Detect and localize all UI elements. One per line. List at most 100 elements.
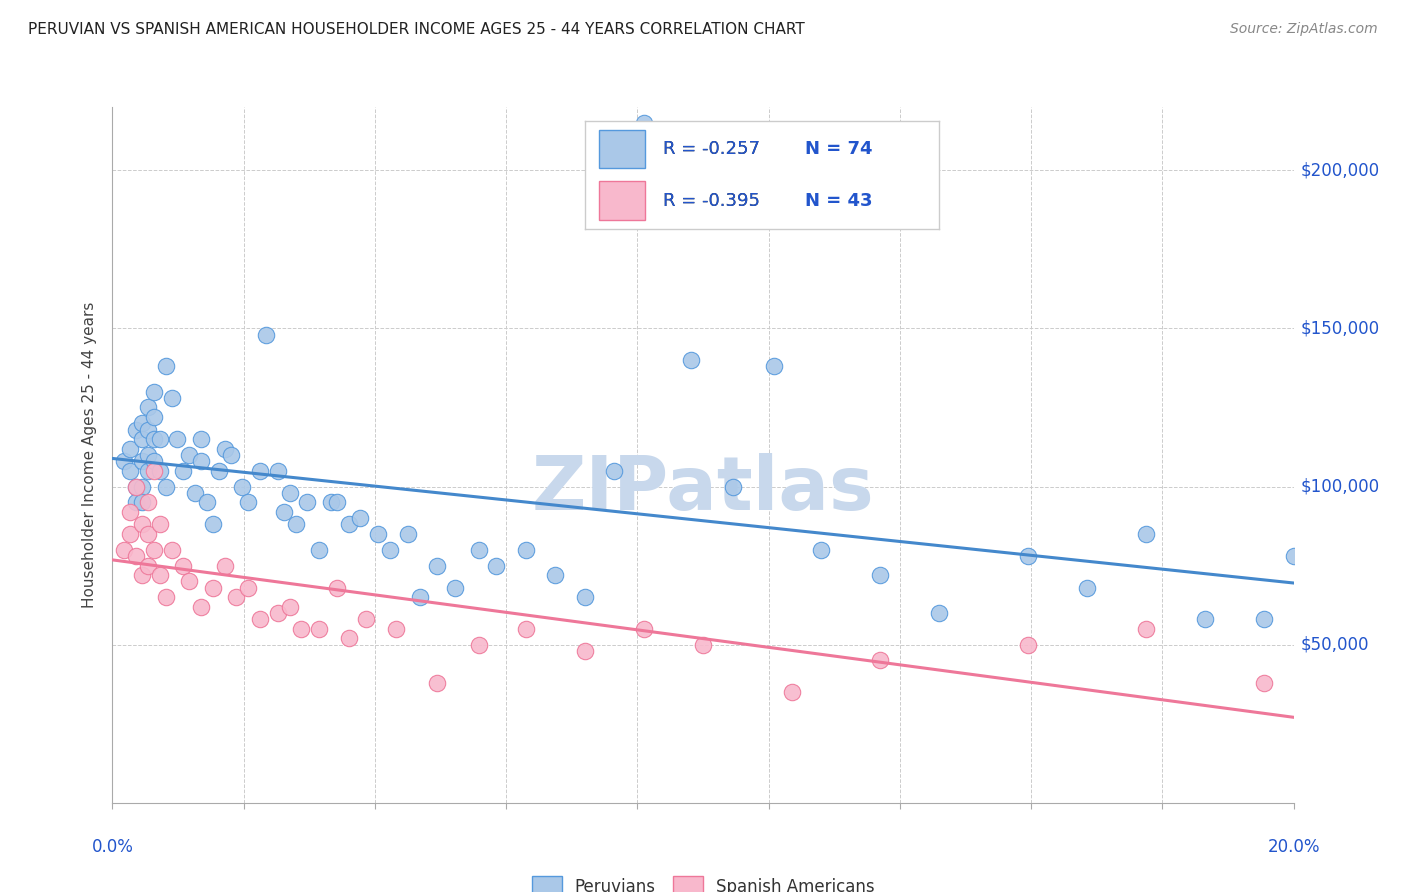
Point — [297, 495, 319, 509]
Point — [155, 591, 177, 605]
Legend: Peruvians, Spanish Americans: Peruvians, Spanish Americans — [524, 870, 882, 892]
Point — [633, 622, 655, 636]
Point — [467, 542, 489, 557]
Text: $100,000: $100,000 — [1301, 477, 1379, 496]
Point — [172, 558, 194, 573]
Point — [149, 432, 172, 446]
Point — [125, 549, 148, 563]
Point — [142, 409, 165, 424]
Point — [160, 542, 183, 557]
Point — [467, 638, 489, 652]
Point — [149, 464, 172, 478]
Point — [396, 527, 419, 541]
Text: $200,000: $200,000 — [1301, 161, 1379, 179]
Point — [142, 384, 165, 399]
Point — [195, 495, 218, 509]
Point — [149, 517, 172, 532]
Point — [225, 591, 247, 605]
Point — [238, 581, 260, 595]
Text: PERUVIAN VS SPANISH AMERICAN HOUSEHOLDER INCOME AGES 25 - 44 YEARS CORRELATION C: PERUVIAN VS SPANISH AMERICAN HOUSEHOLDER… — [28, 22, 804, 37]
Point — [120, 464, 142, 478]
Point — [136, 464, 159, 478]
Point — [869, 653, 891, 667]
Point — [120, 505, 142, 519]
Point — [721, 479, 744, 493]
Point — [1135, 527, 1157, 541]
Point — [273, 505, 295, 519]
Point — [1076, 581, 1098, 595]
Point — [515, 622, 537, 636]
Point — [131, 568, 153, 582]
Point — [142, 542, 165, 557]
Point — [544, 568, 567, 582]
Point — [208, 464, 231, 478]
Point — [166, 432, 188, 446]
Point — [179, 448, 201, 462]
Point — [426, 675, 449, 690]
Text: $50,000: $50,000 — [1301, 636, 1369, 654]
Point — [120, 527, 142, 541]
Point — [267, 464, 290, 478]
Point — [125, 495, 148, 509]
Point — [337, 517, 360, 532]
Point — [810, 542, 832, 557]
Point — [112, 454, 135, 468]
Point — [356, 612, 378, 626]
Point — [155, 359, 177, 374]
Text: ZIPatlas: ZIPatlas — [531, 453, 875, 526]
Point — [928, 606, 950, 620]
Point — [603, 464, 626, 478]
Text: 0.0%: 0.0% — [91, 838, 134, 856]
Point — [125, 479, 148, 493]
Point — [131, 454, 153, 468]
Point — [131, 495, 153, 509]
Y-axis label: Householder Income Ages 25 - 44 years: Householder Income Ages 25 - 44 years — [82, 301, 97, 608]
Point — [278, 486, 301, 500]
Point — [367, 527, 389, 541]
Point — [254, 327, 277, 342]
Text: Source: ZipAtlas.com: Source: ZipAtlas.com — [1230, 22, 1378, 37]
Point — [142, 454, 165, 468]
Point — [326, 581, 349, 595]
Text: $150,000: $150,000 — [1301, 319, 1379, 337]
Point — [136, 423, 159, 437]
Point — [426, 558, 449, 573]
Point — [190, 599, 212, 614]
Point — [326, 495, 349, 509]
Point — [136, 495, 159, 509]
Point — [131, 517, 153, 532]
Point — [349, 511, 371, 525]
Point — [278, 599, 301, 614]
Point — [149, 568, 172, 582]
Point — [385, 622, 408, 636]
Text: 20.0%: 20.0% — [1267, 838, 1320, 856]
Point — [869, 568, 891, 582]
Point — [155, 479, 177, 493]
Point — [190, 454, 212, 468]
Point — [160, 391, 183, 405]
Point — [136, 558, 159, 573]
Point — [1194, 612, 1216, 626]
Point — [172, 464, 194, 478]
Point — [515, 542, 537, 557]
Point — [201, 517, 224, 532]
Point — [201, 581, 224, 595]
Point — [231, 479, 253, 493]
Point — [131, 432, 153, 446]
Point — [142, 464, 165, 478]
Point — [633, 116, 655, 130]
Point — [780, 685, 803, 699]
Point — [1135, 622, 1157, 636]
Point — [249, 612, 271, 626]
Point — [319, 495, 342, 509]
Point — [142, 432, 165, 446]
Point — [444, 581, 467, 595]
Point — [378, 542, 401, 557]
Point — [308, 542, 330, 557]
Point — [267, 606, 290, 620]
Point — [1253, 675, 1275, 690]
Point — [131, 479, 153, 493]
Point — [219, 448, 242, 462]
Point — [762, 359, 785, 374]
Point — [290, 622, 312, 636]
